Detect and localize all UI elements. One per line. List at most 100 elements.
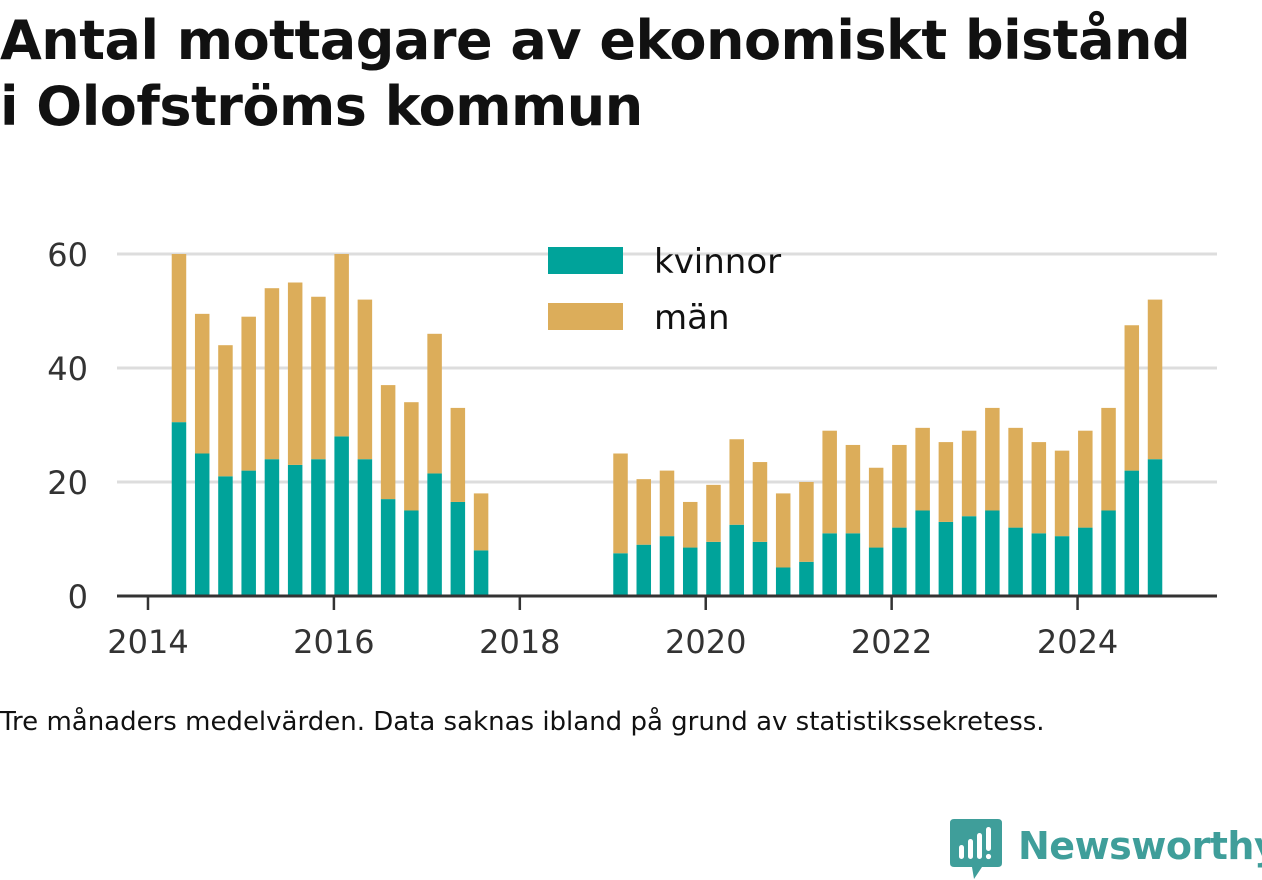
y-tick-label: 20 <box>47 464 88 502</box>
bar-kvinnor <box>334 436 349 596</box>
bar-kvinnor <box>961 516 977 596</box>
bar-kvinnor <box>380 499 396 596</box>
bar-kvinnor <box>171 422 187 596</box>
bars <box>171 254 1163 596</box>
bar-man <box>264 288 280 460</box>
legend-label-kvinnor: kvinnor <box>654 242 781 282</box>
legend: kvinnor män <box>548 242 781 338</box>
chart-title-line-2: i Olofströms kommun <box>0 75 643 138</box>
bar-man <box>287 282 303 465</box>
bar-man <box>613 453 628 554</box>
bar-man <box>1101 407 1116 511</box>
bar-man <box>845 444 861 534</box>
bar-kvinnor <box>287 464 303 596</box>
stacked-bar-chart: 0 20 40 60 2014 2016 2018 2020 2022 2024 kvinnor… <box>47 236 1217 661</box>
bar-man <box>938 442 954 522</box>
bar-kvinnor <box>1101 510 1116 596</box>
x-tick-label: 2024 <box>1037 623 1118 661</box>
y-axis-ticks: 0 20 40 60 <box>47 236 88 616</box>
bar-kvinnor <box>636 544 652 596</box>
bar-kvinnor <box>473 550 489 596</box>
bar-man <box>892 444 907 528</box>
bar-kvinnor <box>706 541 721 596</box>
bar-man <box>427 333 442 474</box>
bar-kvinnor <box>822 533 837 596</box>
bar-man <box>729 439 744 525</box>
bar-man <box>961 430 977 517</box>
bar-man <box>1147 299 1163 460</box>
chart-title-line-1: Antal mottagare av ekonomiskt bistånd <box>0 9 1191 72</box>
bar-kvinnor <box>218 476 233 596</box>
bar-kvinnor <box>194 453 210 596</box>
x-tick-label: 2018 <box>479 623 560 661</box>
bar-man <box>822 430 837 534</box>
bar-kvinnor <box>311 459 326 596</box>
bar-kvinnor <box>427 473 442 596</box>
bar-kvinnor <box>915 510 930 596</box>
bar-kvinnor <box>613 553 628 596</box>
y-tick-label: 60 <box>47 236 88 274</box>
bar-man <box>1008 427 1023 528</box>
bar-man <box>311 296 326 460</box>
bar-man <box>1124 325 1140 471</box>
chart-caption: Tre månaders medelvärden. Data saknas ib… <box>0 707 1045 737</box>
bar-man <box>682 501 698 548</box>
bar-man <box>636 479 652 545</box>
x-tick-label: 2016 <box>293 623 374 661</box>
bar-man <box>171 254 187 423</box>
bar-man <box>194 313 210 454</box>
bar-man <box>473 493 489 551</box>
y-tick-label: 0 <box>68 578 88 616</box>
legend-label-man: män <box>654 298 730 338</box>
bar-kvinnor <box>729 524 744 596</box>
bar-kvinnor <box>1147 459 1163 596</box>
chart-title: Antal mottagare av ekonomiskt bistånd i … <box>0 8 1262 140</box>
bar-kvinnor <box>1078 527 1093 596</box>
bar-man <box>218 345 233 477</box>
bar-kvinnor <box>1008 527 1023 596</box>
bar-man <box>706 484 721 542</box>
bar-man <box>380 385 396 500</box>
bar-man <box>985 407 1000 511</box>
x-tick-label: 2022 <box>851 623 932 661</box>
bar-man <box>659 470 675 537</box>
bar-kvinnor <box>938 521 954 596</box>
legend-swatch-kvinnor <box>548 247 623 274</box>
bar-kvinnor <box>1124 470 1140 596</box>
bar-man <box>241 316 256 471</box>
bar-kvinnor <box>1054 536 1070 596</box>
brand-logo: Newsworthy <box>950 818 1262 880</box>
bar-kvinnor <box>845 533 861 596</box>
bar-man <box>752 462 768 542</box>
newsworthy-logo-icon <box>950 819 1002 879</box>
bar-kvinnor <box>1031 533 1047 596</box>
bar-man <box>775 493 791 568</box>
brand-name: Newsworthy <box>1018 824 1262 868</box>
bar-man <box>357 299 373 460</box>
bar-man <box>334 254 349 437</box>
bar-kvinnor <box>682 547 698 596</box>
y-tick-label: 40 <box>47 350 88 388</box>
bar-kvinnor <box>775 567 791 596</box>
bar-kvinnor <box>264 459 280 596</box>
legend-swatch-man <box>548 303 623 330</box>
bar-kvinnor <box>450 501 466 596</box>
bar-man <box>799 482 814 562</box>
bar-man <box>868 467 884 548</box>
x-tick-label: 2014 <box>107 623 188 661</box>
bar-kvinnor <box>752 541 768 596</box>
bar-man <box>1054 450 1070 537</box>
bar-man <box>915 427 930 511</box>
x-tick-label: 2020 <box>665 623 746 661</box>
x-axis-ticks: 2014 2016 2018 2020 2022 2024 <box>107 596 1118 661</box>
bar-kvinnor <box>799 561 814 596</box>
bar-man <box>404 402 419 511</box>
bar-man <box>1031 442 1047 534</box>
bar-kvinnor <box>404 510 419 596</box>
bar-man <box>1078 430 1093 528</box>
bar-kvinnor <box>868 547 884 596</box>
bar-kvinnor <box>659 536 675 596</box>
bar-man <box>450 407 466 502</box>
bar-kvinnor <box>892 527 907 596</box>
bar-kvinnor <box>357 459 373 596</box>
